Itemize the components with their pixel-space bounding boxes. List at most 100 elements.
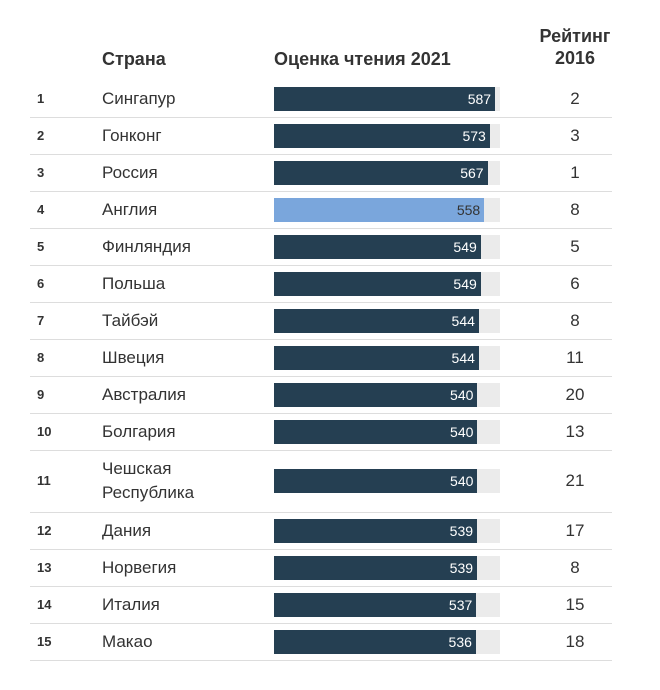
score-bar-track: 558 xyxy=(274,197,500,222)
row-number: 14 xyxy=(37,596,52,612)
score-bar-track: 539 xyxy=(274,555,500,580)
rank-2016: 8 xyxy=(570,557,580,577)
table-row: 7 Тайбэй 544 8 xyxy=(30,302,612,340)
table-row: 8 Швеция 544 11 xyxy=(30,339,612,377)
country-name: Швеция xyxy=(102,347,165,367)
rank-2016: 1 xyxy=(570,162,580,182)
score-bar: 587 xyxy=(274,86,496,111)
score-value: 536 xyxy=(448,633,472,650)
rank-2016: 15 xyxy=(565,594,585,614)
rank-2016: 21 xyxy=(565,471,585,490)
row-number: 12 xyxy=(37,522,52,538)
score-value: 539 xyxy=(449,559,474,576)
table-row: 15 Макао 536 18 xyxy=(30,623,612,661)
score-bar: 540 xyxy=(274,469,478,493)
header-rank: Рейтинг 2016 xyxy=(520,25,630,69)
row-number: 11 xyxy=(37,473,51,488)
score-value: 587 xyxy=(467,90,492,107)
score-bar: 544 xyxy=(274,345,479,370)
score-bar-track: 549 xyxy=(274,234,500,259)
score-bar: 540 xyxy=(274,419,478,444)
row-number: 8 xyxy=(37,349,45,365)
score-value: 549 xyxy=(453,275,477,292)
country-name: Тайбэй xyxy=(102,310,159,330)
row-number: 7 xyxy=(37,312,45,328)
row-number: 1 xyxy=(37,90,45,106)
score-bar-track: 544 xyxy=(274,308,500,333)
row-number: 4 xyxy=(37,201,45,217)
table-row: 9 Австралия 540 20 xyxy=(30,376,612,414)
score-bar-track: 537 xyxy=(274,592,500,617)
country-name: Болгария xyxy=(102,421,176,441)
score-bar: 558 xyxy=(274,197,485,222)
country-name: Польша xyxy=(102,273,166,293)
score-bar: 549 xyxy=(274,271,481,296)
country-name: Австралия xyxy=(102,384,186,404)
rank-2016: 6 xyxy=(570,273,580,293)
rank-2016: 8 xyxy=(570,199,580,219)
score-value: 573 xyxy=(462,127,486,144)
score-value: 539 xyxy=(449,522,474,539)
table-row: 14 Италия 537 15 xyxy=(30,586,612,624)
score-value: 549 xyxy=(453,238,477,255)
table-row: 1 Сингапур 587 2 xyxy=(30,80,612,118)
row-number: 10 xyxy=(37,423,52,439)
rank-2016: 18 xyxy=(565,631,585,651)
score-bar-track: 567 xyxy=(274,160,500,185)
row-number: 13 xyxy=(37,559,52,575)
score-bar: 539 xyxy=(274,555,478,580)
country-name: Англия xyxy=(102,199,158,219)
score-bar-track: 536 xyxy=(274,629,500,654)
score-bar: 544 xyxy=(274,308,479,333)
score-bar: 567 xyxy=(274,160,488,185)
country-name: Финляндия xyxy=(102,236,191,256)
score-bar-track: 587 xyxy=(274,86,500,111)
score-value: 567 xyxy=(460,164,484,181)
table-row: 10 Болгария 540 13 xyxy=(30,413,612,451)
row-number: 15 xyxy=(37,633,52,649)
score-value: 540 xyxy=(450,386,474,403)
rank-2016: 3 xyxy=(570,125,580,145)
country-name: Италия xyxy=(102,594,160,614)
score-bar: 536 xyxy=(274,629,476,654)
header-rank-line1: Рейтинг xyxy=(539,26,611,46)
table-row: 2 Гонконг 573 3 xyxy=(30,117,612,155)
rank-2016: 20 xyxy=(565,384,585,404)
table-row: 12 Дания 539 17 xyxy=(30,512,612,550)
row-number: 9 xyxy=(37,386,45,402)
rank-2016: 5 xyxy=(570,236,580,256)
score-bar-track: 540 xyxy=(274,419,500,444)
score-value: 540 xyxy=(450,423,474,440)
country-name: Гонконг xyxy=(102,125,162,145)
rank-2016: 2 xyxy=(570,88,580,108)
table-row: 11 Чешская Республика 540 21 xyxy=(30,450,612,513)
table-row: 3 Россия 567 1 xyxy=(30,154,612,192)
score-bar: 540 xyxy=(274,382,478,407)
rank-2016: 8 xyxy=(570,310,580,330)
score-bar-track: 540 xyxy=(274,469,500,493)
rank-2016: 17 xyxy=(565,520,585,540)
score-bar: 539 xyxy=(274,518,478,543)
score-bar: 537 xyxy=(274,592,477,617)
rank-2016: 11 xyxy=(566,347,584,367)
table-row: 6 Польша 549 6 xyxy=(30,265,612,303)
table-row: 4 Англия 558 8 xyxy=(30,191,612,229)
row-number: 6 xyxy=(37,275,45,291)
score-bar: 549 xyxy=(274,234,481,259)
score-bar-track: 544 xyxy=(274,345,500,370)
score-bar-track: 549 xyxy=(274,271,500,296)
score-value: 544 xyxy=(451,312,475,329)
rank-2016: 13 xyxy=(565,421,585,441)
header-score: Оценка чтения 2021 xyxy=(274,49,451,69)
score-bar-track: 539 xyxy=(274,518,500,543)
header-rank-line2: 2016 xyxy=(554,48,596,68)
score-bar: 573 xyxy=(274,123,490,148)
score-value: 537 xyxy=(448,596,473,613)
row-number: 2 xyxy=(37,127,45,143)
country-name: Макао xyxy=(102,631,153,651)
country-name: Норвегия xyxy=(102,557,177,577)
score-bar-track: 540 xyxy=(274,382,500,407)
country-name: Дания xyxy=(102,520,152,540)
country-name: Чешская Республика xyxy=(102,459,195,502)
